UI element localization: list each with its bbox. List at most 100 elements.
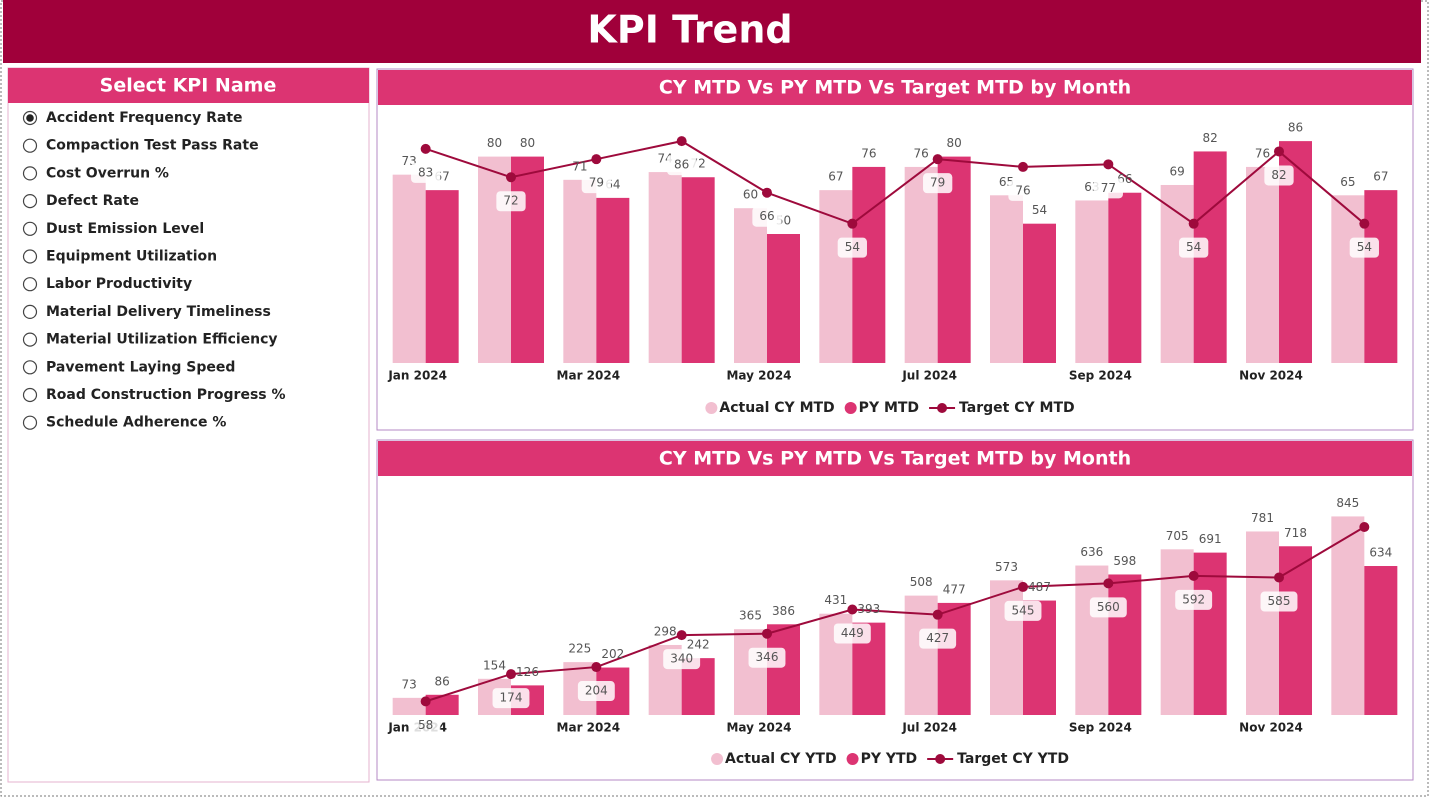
slicer-item[interactable]: Equipment Utilization bbox=[22, 249, 218, 265]
bar-label: 393 bbox=[857, 602, 880, 616]
point-label: 449 bbox=[841, 626, 864, 640]
slicer-item[interactable]: Schedule Adherence % bbox=[22, 415, 227, 431]
point-label: 340 bbox=[670, 652, 693, 666]
bar bbox=[1160, 184, 1194, 363]
bar bbox=[937, 602, 971, 715]
point-label: 592 bbox=[1182, 592, 1205, 606]
slicer-item[interactable]: Material Delivery Timeliness bbox=[22, 304, 271, 320]
bar bbox=[425, 694, 459, 715]
bar bbox=[596, 197, 630, 363]
slicer-label[interactable]: Road Construction Progress % bbox=[46, 387, 286, 403]
point-label: 54 bbox=[1186, 240, 1201, 254]
chart: CY MTD Vs PY MTD Vs Target MTD by Month J… bbox=[376, 439, 1414, 781]
bar-label: 76 bbox=[1255, 146, 1270, 160]
point-label: 58 bbox=[418, 718, 433, 732]
bar-label: 73 bbox=[402, 677, 417, 691]
slicer-label[interactable]: Accident Frequency Rate bbox=[46, 110, 243, 126]
bar-label: 69 bbox=[1170, 164, 1185, 178]
bar bbox=[1108, 192, 1142, 363]
bar bbox=[990, 195, 1023, 363]
line-point bbox=[1188, 570, 1199, 581]
bar-label: 67 bbox=[828, 170, 843, 184]
point-label: 82 bbox=[1271, 168, 1286, 182]
line-point bbox=[506, 669, 516, 680]
slicer-label[interactable]: Defect Rate bbox=[46, 193, 139, 209]
line bbox=[425, 526, 1365, 703]
radio[interactable] bbox=[22, 332, 38, 347]
label-box bbox=[577, 681, 615, 702]
bar bbox=[1246, 531, 1279, 715]
radio[interactable] bbox=[22, 249, 38, 264]
slicer-label[interactable]: Labor Productivity bbox=[46, 276, 192, 292]
line-point bbox=[676, 630, 687, 641]
legend-label: Actual CY MTD bbox=[719, 400, 834, 416]
slicer-item[interactable]: Defect Rate bbox=[22, 193, 139, 209]
bar bbox=[1331, 195, 1365, 363]
bar-label: 477 bbox=[943, 582, 966, 596]
line-point bbox=[1274, 146, 1284, 157]
label-box bbox=[923, 173, 953, 194]
bar bbox=[392, 697, 426, 715]
slicer-label[interactable]: Equipment Utilization bbox=[46, 249, 217, 265]
slicer-item[interactable]: Road Construction Progress % bbox=[22, 387, 286, 403]
slicer-label[interactable]: Cost Overrun % bbox=[46, 165, 169, 181]
label-box bbox=[411, 162, 441, 183]
radio[interactable] bbox=[22, 415, 38, 430]
slicer-item[interactable]: Accident Frequency Rate bbox=[22, 110, 243, 126]
radio[interactable] bbox=[22, 360, 38, 375]
bar bbox=[1331, 516, 1365, 715]
slicer-label[interactable]: Material Delivery Timeliness bbox=[46, 304, 271, 320]
point-label: 560 bbox=[1097, 600, 1120, 614]
line-point bbox=[506, 172, 516, 183]
label-box bbox=[1179, 237, 1209, 258]
slicer-item[interactable]: Pavement Laying Speed bbox=[22, 359, 236, 375]
x-tick-label: Nov 2024 bbox=[1239, 369, 1303, 383]
bar-label: 60 bbox=[743, 188, 758, 202]
slicer-label[interactable]: Compaction Test Pass Rate bbox=[46, 138, 259, 154]
x-tick-label: Jul 2024 bbox=[901, 721, 957, 735]
slicer-label[interactable]: Material Utilization Efficiency bbox=[46, 332, 278, 348]
bar-label: 86 bbox=[1288, 121, 1303, 135]
label-box bbox=[1093, 178, 1123, 199]
bar bbox=[904, 166, 938, 363]
radio[interactable] bbox=[22, 387, 38, 403]
radio[interactable] bbox=[22, 138, 38, 153]
label-box bbox=[752, 206, 782, 227]
line-point bbox=[676, 136, 687, 147]
chart-panel bbox=[376, 68, 1414, 431]
bar-label: 573 bbox=[995, 560, 1018, 574]
slicer-item[interactable]: Dust Emission Level bbox=[22, 221, 205, 237]
legend-label: Target CY MTD bbox=[959, 400, 1075, 416]
radio[interactable] bbox=[22, 194, 38, 209]
label-box bbox=[663, 649, 701, 670]
chart-header bbox=[378, 70, 1412, 105]
radio[interactable] bbox=[22, 166, 38, 181]
bar bbox=[563, 179, 597, 363]
radio[interactable] bbox=[22, 304, 38, 319]
bar-label: 154 bbox=[483, 658, 506, 672]
bar bbox=[1364, 190, 1398, 363]
slicer-item[interactable]: Labor Productivity bbox=[22, 276, 193, 292]
bar-label: 80 bbox=[487, 136, 502, 150]
radio[interactable] bbox=[22, 221, 38, 236]
bar-label: 65 bbox=[1340, 175, 1355, 189]
slicer-list: Accident Frequency Rate Compaction Test P… bbox=[22, 110, 286, 431]
slicer-label[interactable]: Pavement Laying Speed bbox=[46, 359, 235, 375]
charts: CY MTD Vs PY MTD Vs Target MTD by Month J… bbox=[376, 68, 1414, 781]
line-point bbox=[1188, 218, 1199, 229]
line-point bbox=[762, 187, 772, 198]
slicer-item[interactable]: Material Utilization Efficiency bbox=[22, 332, 278, 348]
legend: Actual CY MTD PY MTD Target CY MTD bbox=[705, 400, 1075, 416]
radio[interactable] bbox=[22, 277, 38, 292]
point-label: 72 bbox=[503, 194, 518, 208]
slicer-item[interactable]: Cost Overrun % bbox=[22, 165, 169, 181]
legend-marker bbox=[844, 402, 857, 414]
bar-label: 71 bbox=[572, 159, 587, 173]
slicer-item[interactable]: Compaction Test Pass Rate bbox=[22, 138, 259, 154]
bar bbox=[1023, 223, 1056, 363]
legend-marker bbox=[705, 402, 718, 414]
slicer-label[interactable]: Dust Emission Level bbox=[46, 221, 204, 237]
point-label: 66 bbox=[759, 209, 774, 223]
slicer-label[interactable]: Schedule Adherence % bbox=[46, 415, 226, 431]
bar bbox=[1246, 166, 1279, 363]
